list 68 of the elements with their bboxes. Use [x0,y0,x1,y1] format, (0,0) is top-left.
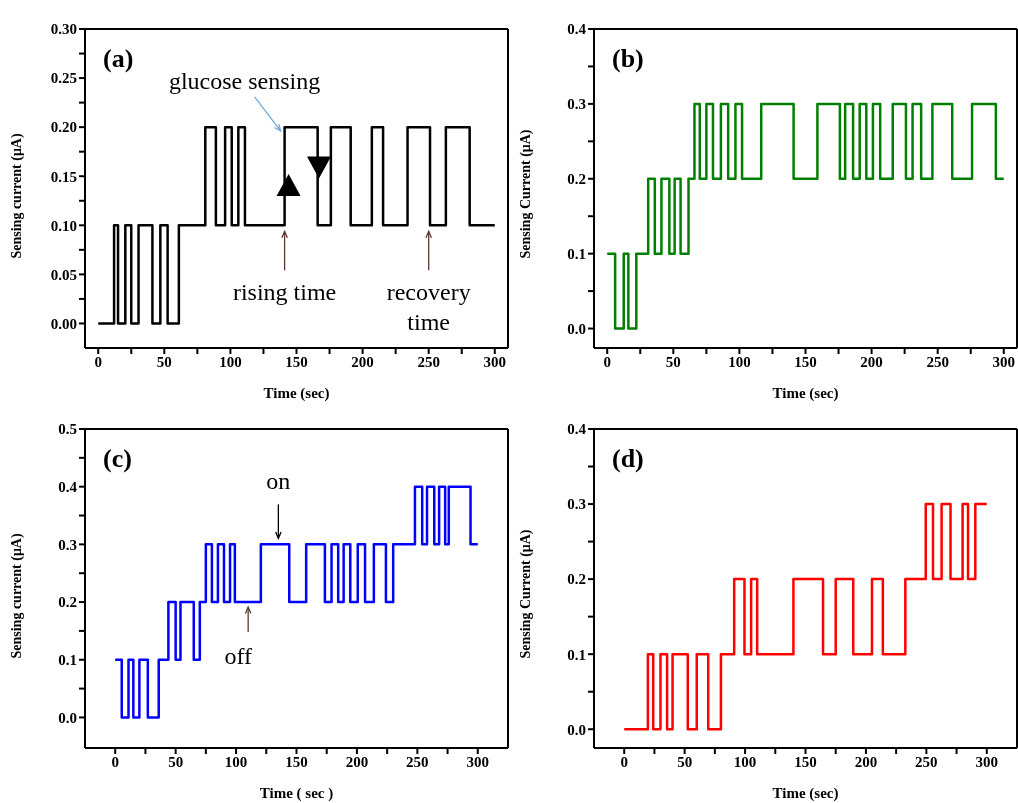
annotation: (d) [612,444,644,473]
y-axis-title: Sensing Current (μA) [517,529,534,659]
x-tick-label: 150 [285,753,308,770]
x-tick-label: 300 [992,353,1016,370]
y-tick-label: 0.4 [567,421,587,438]
x-tick-label: 100 [219,353,242,370]
y-tick-label: 0.2 [567,571,586,588]
y-tick-label: 0.10 [50,217,77,234]
x-tick-label: 100 [733,753,757,770]
y-tick-label: 0.05 [50,266,77,283]
y-tick-label: 0.15 [50,168,77,185]
y-tick-label: 0.5 [58,421,77,438]
x-tick-label: 50 [665,353,681,370]
y-tick-label: 0.30 [50,21,77,38]
annotation: off [224,643,252,670]
y-tick-label: 0.20 [50,119,77,136]
x-axis-title: Time ( sec ) [259,785,334,802]
annotation: (b) [612,44,644,73]
y-axis-title: Sensing current (μA) [8,133,25,259]
x-tick-label: 250 [926,353,949,370]
x-tick-label: 0 [94,353,102,370]
x-tick-label: 0 [603,353,611,370]
x-tick-label: 0 [620,753,628,770]
x-tick-label: 50 [156,353,172,370]
annotation: rising time [232,279,337,306]
y-tick-label: 0.0 [567,721,586,738]
x-tick-label: 250 [417,353,440,370]
y-tick-label: 0.1 [567,245,586,262]
x-tick-label: 150 [794,753,817,770]
y-tick-label: 0.1 [58,652,77,669]
x-tick-label: 150 [285,353,308,370]
x-tick-label: 150 [794,353,817,370]
x-axis-title: Time (sec) [263,385,330,402]
y-tick-label: 0.3 [58,536,77,553]
y-tick-label: 0.4 [58,479,78,496]
y-tick-label: 0.4 [567,21,587,38]
y-tick-label: 0.0 [567,320,586,337]
x-tick-label: 200 [351,353,374,370]
x-tick-label: 200 [345,753,369,770]
y-tick-label: 0.2 [58,594,77,611]
annotation: (c) [103,444,132,473]
y-tick-label: 0.00 [50,315,77,332]
y-tick-label: 0.1 [567,646,586,663]
x-tick-label: 0 [111,753,119,770]
x-axis-title: Time (sec) [772,385,839,402]
x-axis-title: Time (sec) [772,785,839,802]
annotation: glucose sensing [168,67,321,94]
annotation: recovery time [386,279,471,336]
x-tick-label: 100 [224,753,248,770]
x-tick-label: 250 [915,753,938,770]
y-tick-label: 0.3 [567,96,586,113]
x-tick-label: 200 [860,353,883,370]
y-axis-title: Sensing current (μA) [8,533,25,659]
annotation: on [266,468,291,495]
y-tick-label: 0.25 [50,70,77,87]
y-tick-label: 0.3 [567,496,586,513]
y-tick-label: 0.2 [567,171,586,188]
x-tick-label: 300 [466,753,490,770]
x-tick-label: 250 [406,753,429,770]
x-tick-label: 300 [483,353,507,370]
y-tick-label: 0.0 [58,709,77,726]
x-tick-label: 100 [728,353,751,370]
x-tick-label: 300 [975,753,999,770]
x-tick-label: 200 [854,753,878,770]
y-axis-title: Sensing Current (μA) [517,129,534,259]
x-tick-label: 50 [677,753,693,770]
x-tick-label: 50 [168,753,184,770]
annotation: (a) [103,44,134,73]
